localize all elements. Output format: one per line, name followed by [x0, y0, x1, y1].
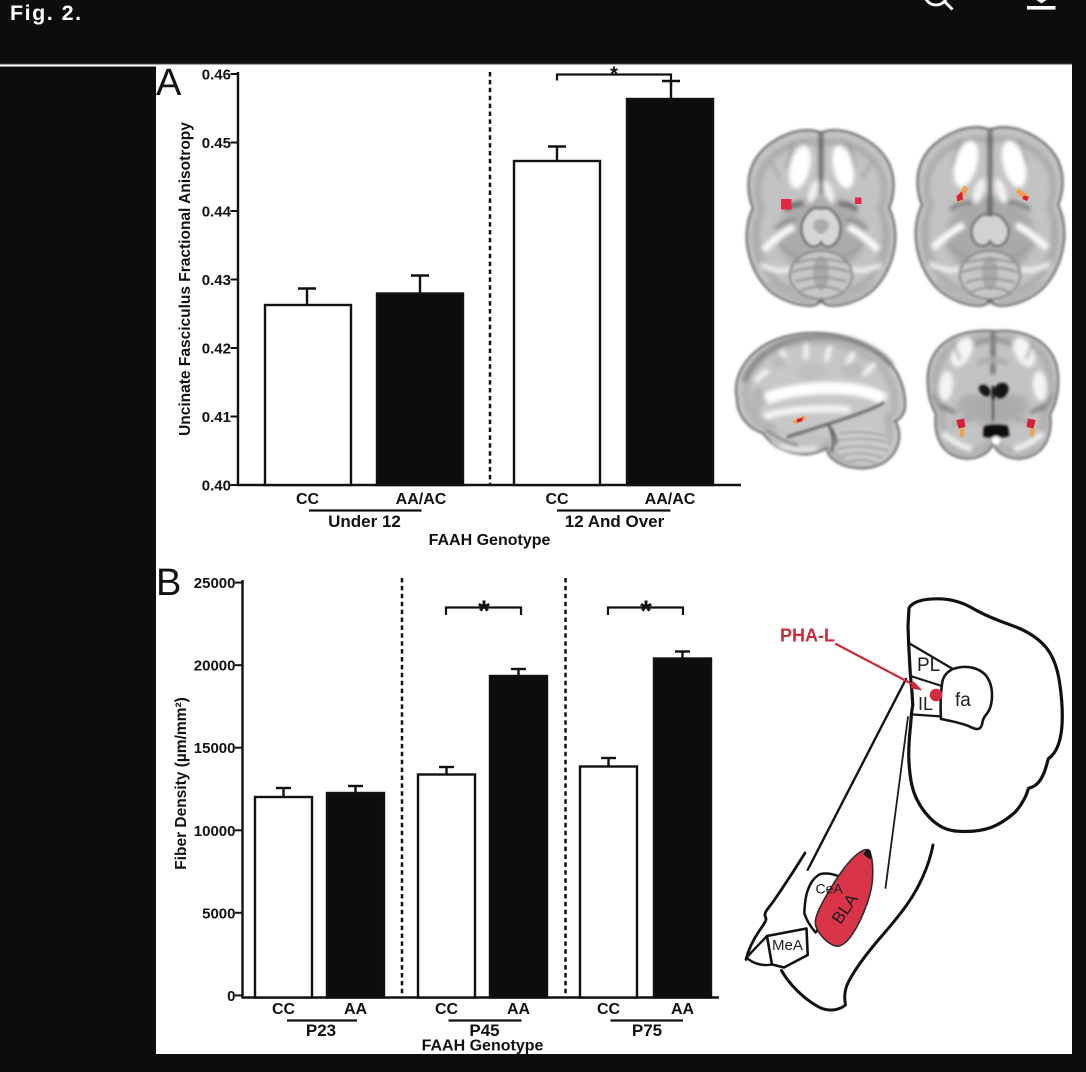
svg-text:IL: IL: [918, 694, 933, 714]
svg-text:PL: PL: [917, 655, 940, 676]
svg-text:Fig. 2.: Fig. 2.: [10, 1, 83, 25]
svg-text:CC: CC: [545, 491, 569, 508]
svg-text:AA/AC: AA/AC: [645, 491, 696, 508]
svg-text:B: B: [156, 562, 181, 604]
svg-text:0.42: 0.42: [202, 341, 231, 358]
svg-text:FAAH Genotype: FAAH Genotype: [422, 1038, 544, 1055]
svg-text:0.43: 0.43: [202, 272, 231, 289]
svg-text:CeA: CeA: [816, 881, 844, 897]
svg-text:25000: 25000: [194, 575, 236, 592]
svg-text:0: 0: [227, 988, 235, 1005]
svg-text:AA: AA: [344, 1001, 368, 1018]
svg-text:10000: 10000: [194, 823, 236, 840]
svg-text:Under 12: Under 12: [328, 512, 401, 531]
svg-text:Uncinate Fasciculus Fractional: Uncinate Fasciculus Fractional Anisotrop…: [177, 122, 194, 436]
svg-text:20000: 20000: [194, 658, 236, 675]
svg-text:*: *: [610, 64, 618, 86]
svg-text:AA/AC: AA/AC: [396, 491, 447, 508]
svg-text:0.45: 0.45: [202, 135, 231, 152]
svg-text:*: *: [640, 595, 652, 628]
svg-text:0.44: 0.44: [202, 204, 232, 221]
svg-text:fa: fa: [955, 690, 971, 711]
svg-text:5000: 5000: [202, 905, 235, 922]
svg-text:0.40: 0.40: [202, 478, 231, 495]
svg-text:0.46: 0.46: [202, 67, 231, 84]
svg-text:AA: AA: [507, 1001, 531, 1018]
svg-text:Fiber Density (µm/mm²): Fiber Density (µm/mm²): [173, 697, 190, 870]
svg-text:PHA-L: PHA-L: [780, 626, 835, 646]
svg-text:0.41: 0.41: [202, 409, 231, 426]
svg-text:MeA: MeA: [772, 937, 803, 954]
svg-text:CC: CC: [435, 1001, 459, 1018]
svg-text:P23: P23: [306, 1021, 336, 1040]
svg-text:CC: CC: [597, 1001, 621, 1018]
svg-text:P45: P45: [469, 1021, 499, 1040]
svg-text:AA: AA: [671, 1001, 695, 1018]
svg-text:FAAH Genotype: FAAH Genotype: [429, 532, 551, 549]
svg-text:*: *: [478, 595, 490, 628]
svg-text:12 And Over: 12 And Over: [565, 512, 665, 531]
svg-text:CC: CC: [272, 1001, 296, 1018]
svg-text:P75: P75: [632, 1021, 662, 1040]
svg-text:15000: 15000: [194, 740, 236, 757]
svg-text:A: A: [156, 62, 182, 104]
svg-text:CC: CC: [296, 491, 320, 508]
